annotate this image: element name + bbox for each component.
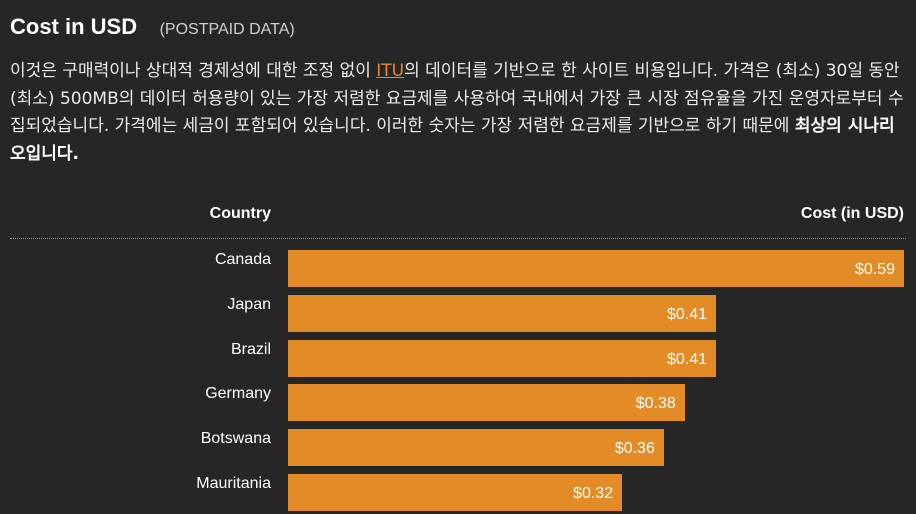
cost-bar: $0.38 <box>288 384 685 422</box>
bar-value-label: $0.41 <box>667 305 708 323</box>
country-label: Brazil <box>230 340 271 358</box>
bar-value-label: $0.38 <box>635 395 676 413</box>
bar-value-label: $0.59 <box>854 261 895 278</box>
chart-header: Cost in USD (POSTPAID DATA) <box>10 14 295 40</box>
description-text-2: 의 데이터를 기반으로 한 사이트 비용입니다. 가격은 (최소) 30일 동안… <box>10 61 904 136</box>
header-divider <box>10 238 906 239</box>
cost-bar: $0.32 <box>288 474 623 511</box>
bar-row: Botswana $0.36 <box>0 422 916 467</box>
country-label: Germany <box>205 385 271 403</box>
country-label: Mauritania <box>196 475 271 492</box>
chart-description: 이것은 구매력이나 상대적 경제성에 대한 조정 없이 ITU의 데이터를 기반… <box>10 58 906 168</box>
cost-bar: $0.36 <box>288 429 664 467</box>
country-column-header: Country <box>209 205 271 222</box>
cost-bar: $0.59 <box>288 250 904 287</box>
bar-value-label: $0.36 <box>614 440 655 458</box>
description-emphasis: 최상의 시나리오입니다. <box>10 116 895 164</box>
bar-row: Mauritania $0.32 <box>0 467 916 511</box>
bar-row: Canada $0.59 <box>0 243 916 287</box>
itu-link[interactable]: ITU <box>376 61 405 81</box>
bar-row: Germany $0.38 <box>0 377 916 422</box>
chart-subtitle: (POSTPAID DATA) <box>159 21 295 38</box>
country-label: Botswana <box>200 430 271 448</box>
cost-bar: $0.41 <box>288 294 717 332</box>
bar-row: Brazil $0.41 <box>0 333 916 377</box>
chart-title: Cost in USD <box>10 14 138 39</box>
bar-value-label: $0.41 <box>667 350 708 368</box>
bar-row: Japan $0.41 <box>0 288 916 332</box>
country-label: Japan <box>227 295 271 313</box>
description-text-1: 이것은 구매력이나 상대적 경제성에 대한 조정 없이 <box>10 61 377 81</box>
country-label: Canada <box>214 251 271 268</box>
bar-value-label: $0.32 <box>573 485 614 502</box>
cost-bar: $0.41 <box>288 339 717 377</box>
cost-column-header: Cost (in USD) <box>800 205 904 222</box>
